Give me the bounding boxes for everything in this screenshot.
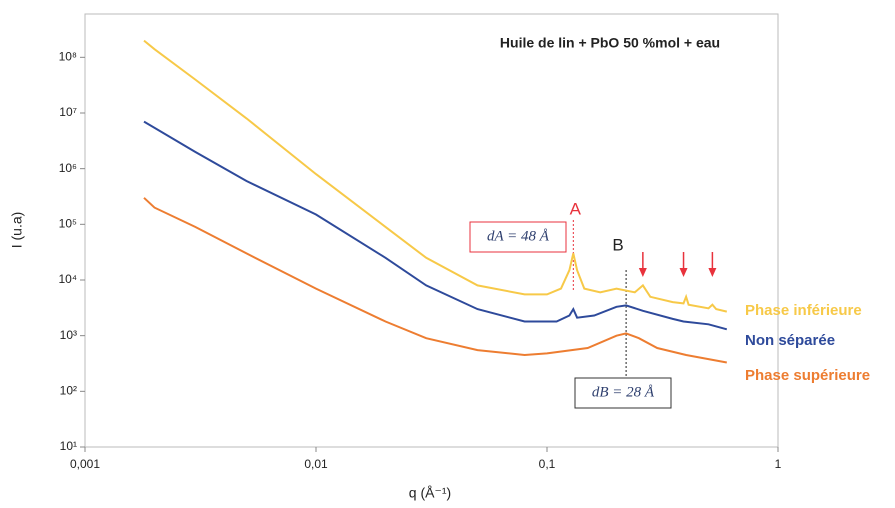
annotation-text: dB = 28 Å [592,384,655,400]
series-line [143,197,727,364]
y-tick-label: 10² [60,384,77,398]
y-tick-label: 10⁸ [59,49,77,63]
x-tick-label: 1 [775,457,782,471]
y-tick-label: 10³ [60,328,77,342]
y-tick-label: 10⁶ [59,161,77,175]
x-axis-label: q (Å⁻¹) [409,485,451,501]
x-tick-label: 0,001 [70,457,100,471]
peak-label: A [570,199,582,218]
y-axis-label: I (u.a) [9,212,25,249]
peak-arrow-head [708,268,717,277]
plot-frame [84,13,779,448]
y-tick-label: 10¹ [60,439,77,453]
peak-label: B [612,235,623,254]
legend-label: Phase inférieure [745,302,862,319]
annotation-text: dA = 48 Å [487,228,550,244]
peak-arrow-head [638,268,647,277]
series-line [143,120,728,331]
x-tick-label: 0,01 [304,457,328,471]
annotation-box [574,377,672,409]
chart-title: Huile de lin + PbO 50 %mol + eau [500,35,720,51]
legend-label: Non séparée [745,332,835,349]
x-tick-label: 0,1 [539,457,556,471]
y-tick-label: 10⁵ [59,216,77,230]
annotation-box [469,221,567,253]
legend-label: Phase supérieure [745,367,870,384]
y-tick-label: 10⁴ [58,272,77,286]
y-tick-label: 10⁷ [59,105,77,119]
peak-arrow-head [679,268,688,277]
series-line [143,39,728,313]
